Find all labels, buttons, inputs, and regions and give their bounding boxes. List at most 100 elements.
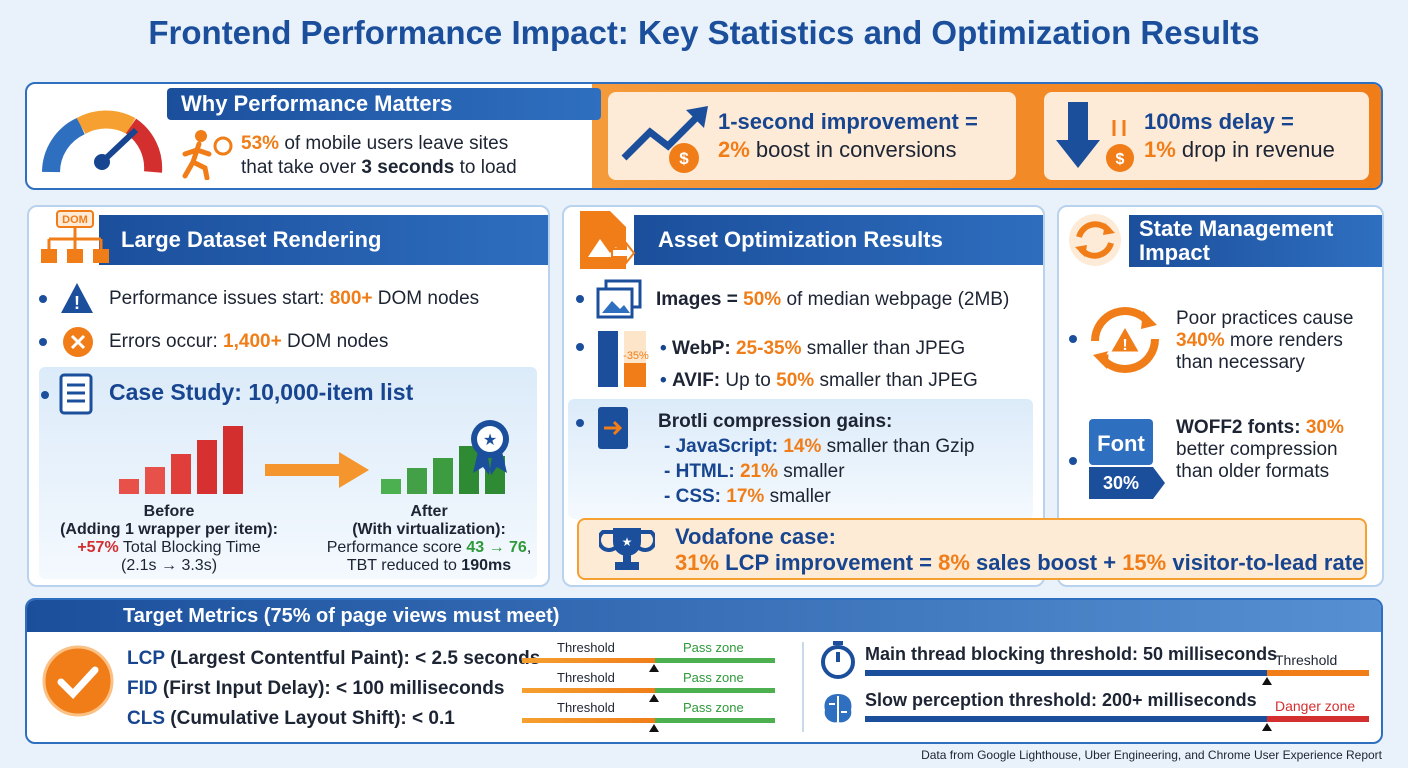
metric-bar: [655, 658, 775, 663]
images-icon: [596, 279, 642, 319]
decoration: [39, 295, 47, 303]
text-segment: 1,400+: [223, 331, 282, 352]
refresh-icon: [1069, 214, 1121, 266]
decoration: [576, 419, 584, 427]
zone-label: Pass zone: [683, 700, 744, 715]
text-segment: Errors occur:: [109, 331, 218, 352]
svg-text:★: ★: [483, 432, 497, 449]
text-segment: smaller than JPEG: [819, 370, 978, 391]
metric-bar: [522, 688, 655, 693]
brotli-box: Brotli compression gains: - JavaScript: …: [568, 399, 1033, 519]
section-heading: State Management Impact: [1129, 215, 1382, 267]
font-icon: Font 30%: [1089, 419, 1165, 499]
metric-row: FID (First Input Delay): < 100 milliseco…: [127, 678, 504, 700]
metric-text: (First Input Delay): < 100 milliseconds: [162, 678, 505, 699]
before-text: Before (Adding 1 wrapper per item): +57% …: [49, 503, 289, 575]
highlight-card: $ 100ms delay = 1% drop in revenue: [1044, 92, 1369, 180]
svg-text:$: $: [1116, 151, 1125, 168]
marker: [1262, 723, 1272, 731]
text-segment: 340%: [1176, 330, 1225, 351]
text-segment: WOFF2 fonts:: [1176, 417, 1301, 438]
text-segment: smaller than JPEG: [806, 338, 966, 359]
text-segment: visitor-to-lead rate: [1172, 550, 1365, 575]
banner: Why Performance Matters 53% of mobile us…: [25, 82, 1383, 190]
growth-icon: $: [621, 106, 708, 173]
threshold-label: Threshold: [557, 700, 615, 715]
zone-label: Pass zone: [683, 640, 744, 655]
marker: [1262, 677, 1272, 685]
text-segment: Poor practices cause: [1176, 308, 1354, 329]
drop-icon: $: [1056, 102, 1134, 172]
highlight-card: $ 1-second improvement = 2% boost in conv…: [608, 92, 1016, 180]
metric-row: CLS (Cumulative Layout Shift): < 0.1: [127, 708, 455, 730]
marker: [649, 664, 659, 672]
metric-text: (Largest Contentful Paint): < 2.5 second…: [170, 648, 541, 669]
case-heading: Case Study: 10,000-item list: [109, 379, 414, 405]
dom-icon: DOM: [41, 210, 109, 263]
threshold-label: Threshold: [557, 670, 615, 685]
file-icon: [580, 211, 636, 269]
text-segment: Performance score: [326, 539, 462, 556]
text-segment: 8%: [938, 550, 970, 575]
case-bars: [119, 426, 505, 494]
text-segment: - CSS:: [664, 486, 721, 507]
svg-text:$: $: [679, 149, 689, 168]
text-segment: 100ms delay =: [1144, 109, 1294, 134]
text-segment: better compression than older formats: [1176, 439, 1338, 482]
text-segment: 43 → 76: [466, 539, 527, 556]
svg-text:★: ★: [622, 535, 633, 549]
metric-row: LCP (Largest Contentful Paint): < 2.5 se…: [127, 648, 540, 670]
text-segment: 2%: [718, 137, 750, 162]
text-segment: Up to: [725, 370, 771, 391]
decoration: [1069, 335, 1077, 343]
text-segment: smaller than Gzip: [826, 436, 975, 457]
compare-icon: -35%: [598, 331, 649, 387]
text-segment: - JavaScript:: [664, 436, 779, 457]
decoration: [41, 391, 49, 399]
svg-text:!: !: [1122, 337, 1127, 354]
threshold-bar: [865, 716, 1267, 722]
threshold-label: Threshold: [557, 640, 615, 655]
threshold-text: Slow perception threshold: 200+ millisec…: [865, 690, 1257, 710]
case-study: Case Study: 10,000-item list ★ Before (Ad…: [39, 367, 537, 579]
gauge-icon: [42, 110, 163, 173]
text-segment: boost in conversions: [755, 137, 957, 162]
metric-name: FID: [127, 678, 158, 699]
section-heading: Large Dataset Rendering: [99, 215, 548, 265]
text-segment: LCP improvement =: [725, 550, 932, 575]
marker: [649, 694, 659, 702]
text-segment: 1%: [1144, 137, 1176, 162]
decoration: [576, 343, 584, 351]
text-segment: (With virtualization):: [352, 521, 506, 538]
compress-icon: [598, 407, 628, 449]
text-segment: - HTML:: [664, 461, 735, 482]
runner-icon: [182, 130, 233, 180]
rerender-icon: !: [1091, 307, 1159, 373]
text-segment: smaller: [783, 461, 845, 482]
text-segment: of mobile users leave sites: [284, 133, 509, 154]
text-segment: DOM nodes: [286, 331, 389, 352]
icon-label: 30%: [1103, 473, 1139, 493]
text-segment: AVIF:: [671, 370, 721, 391]
why-text: 53% of mobile users leave sites that tak…: [241, 132, 601, 180]
vodafone-text: Vodafone case: 31% LCP improvement = 8% …: [675, 524, 1364, 576]
award-icon: ★: [471, 420, 509, 475]
brain-icon: [824, 694, 852, 723]
targets-panel: Target Metrics (75% of page views must m…: [25, 598, 1383, 744]
decoration: [576, 295, 584, 303]
metric-text: (Cumulative Layout Shift): < 0.1: [170, 708, 455, 729]
text-segment: 30%: [1305, 417, 1344, 438]
text-segment: Total Blocking Time: [122, 539, 261, 556]
svg-text:!: !: [74, 293, 80, 313]
metric-name: CLS: [127, 708, 165, 729]
text-segment: 14%: [783, 436, 822, 457]
threshold-bar: [1267, 716, 1369, 722]
error-icon: [63, 327, 93, 357]
text-segment: more renders than necessary: [1176, 330, 1343, 373]
zone-label: Pass zone: [683, 670, 744, 685]
text-segment: smaller: [769, 486, 831, 507]
text-segment: 50%: [743, 289, 782, 310]
list-icon: [59, 373, 93, 415]
section-heading: Target Metrics (75% of page views must m…: [27, 600, 1381, 632]
text-segment: ,: [526, 539, 532, 556]
